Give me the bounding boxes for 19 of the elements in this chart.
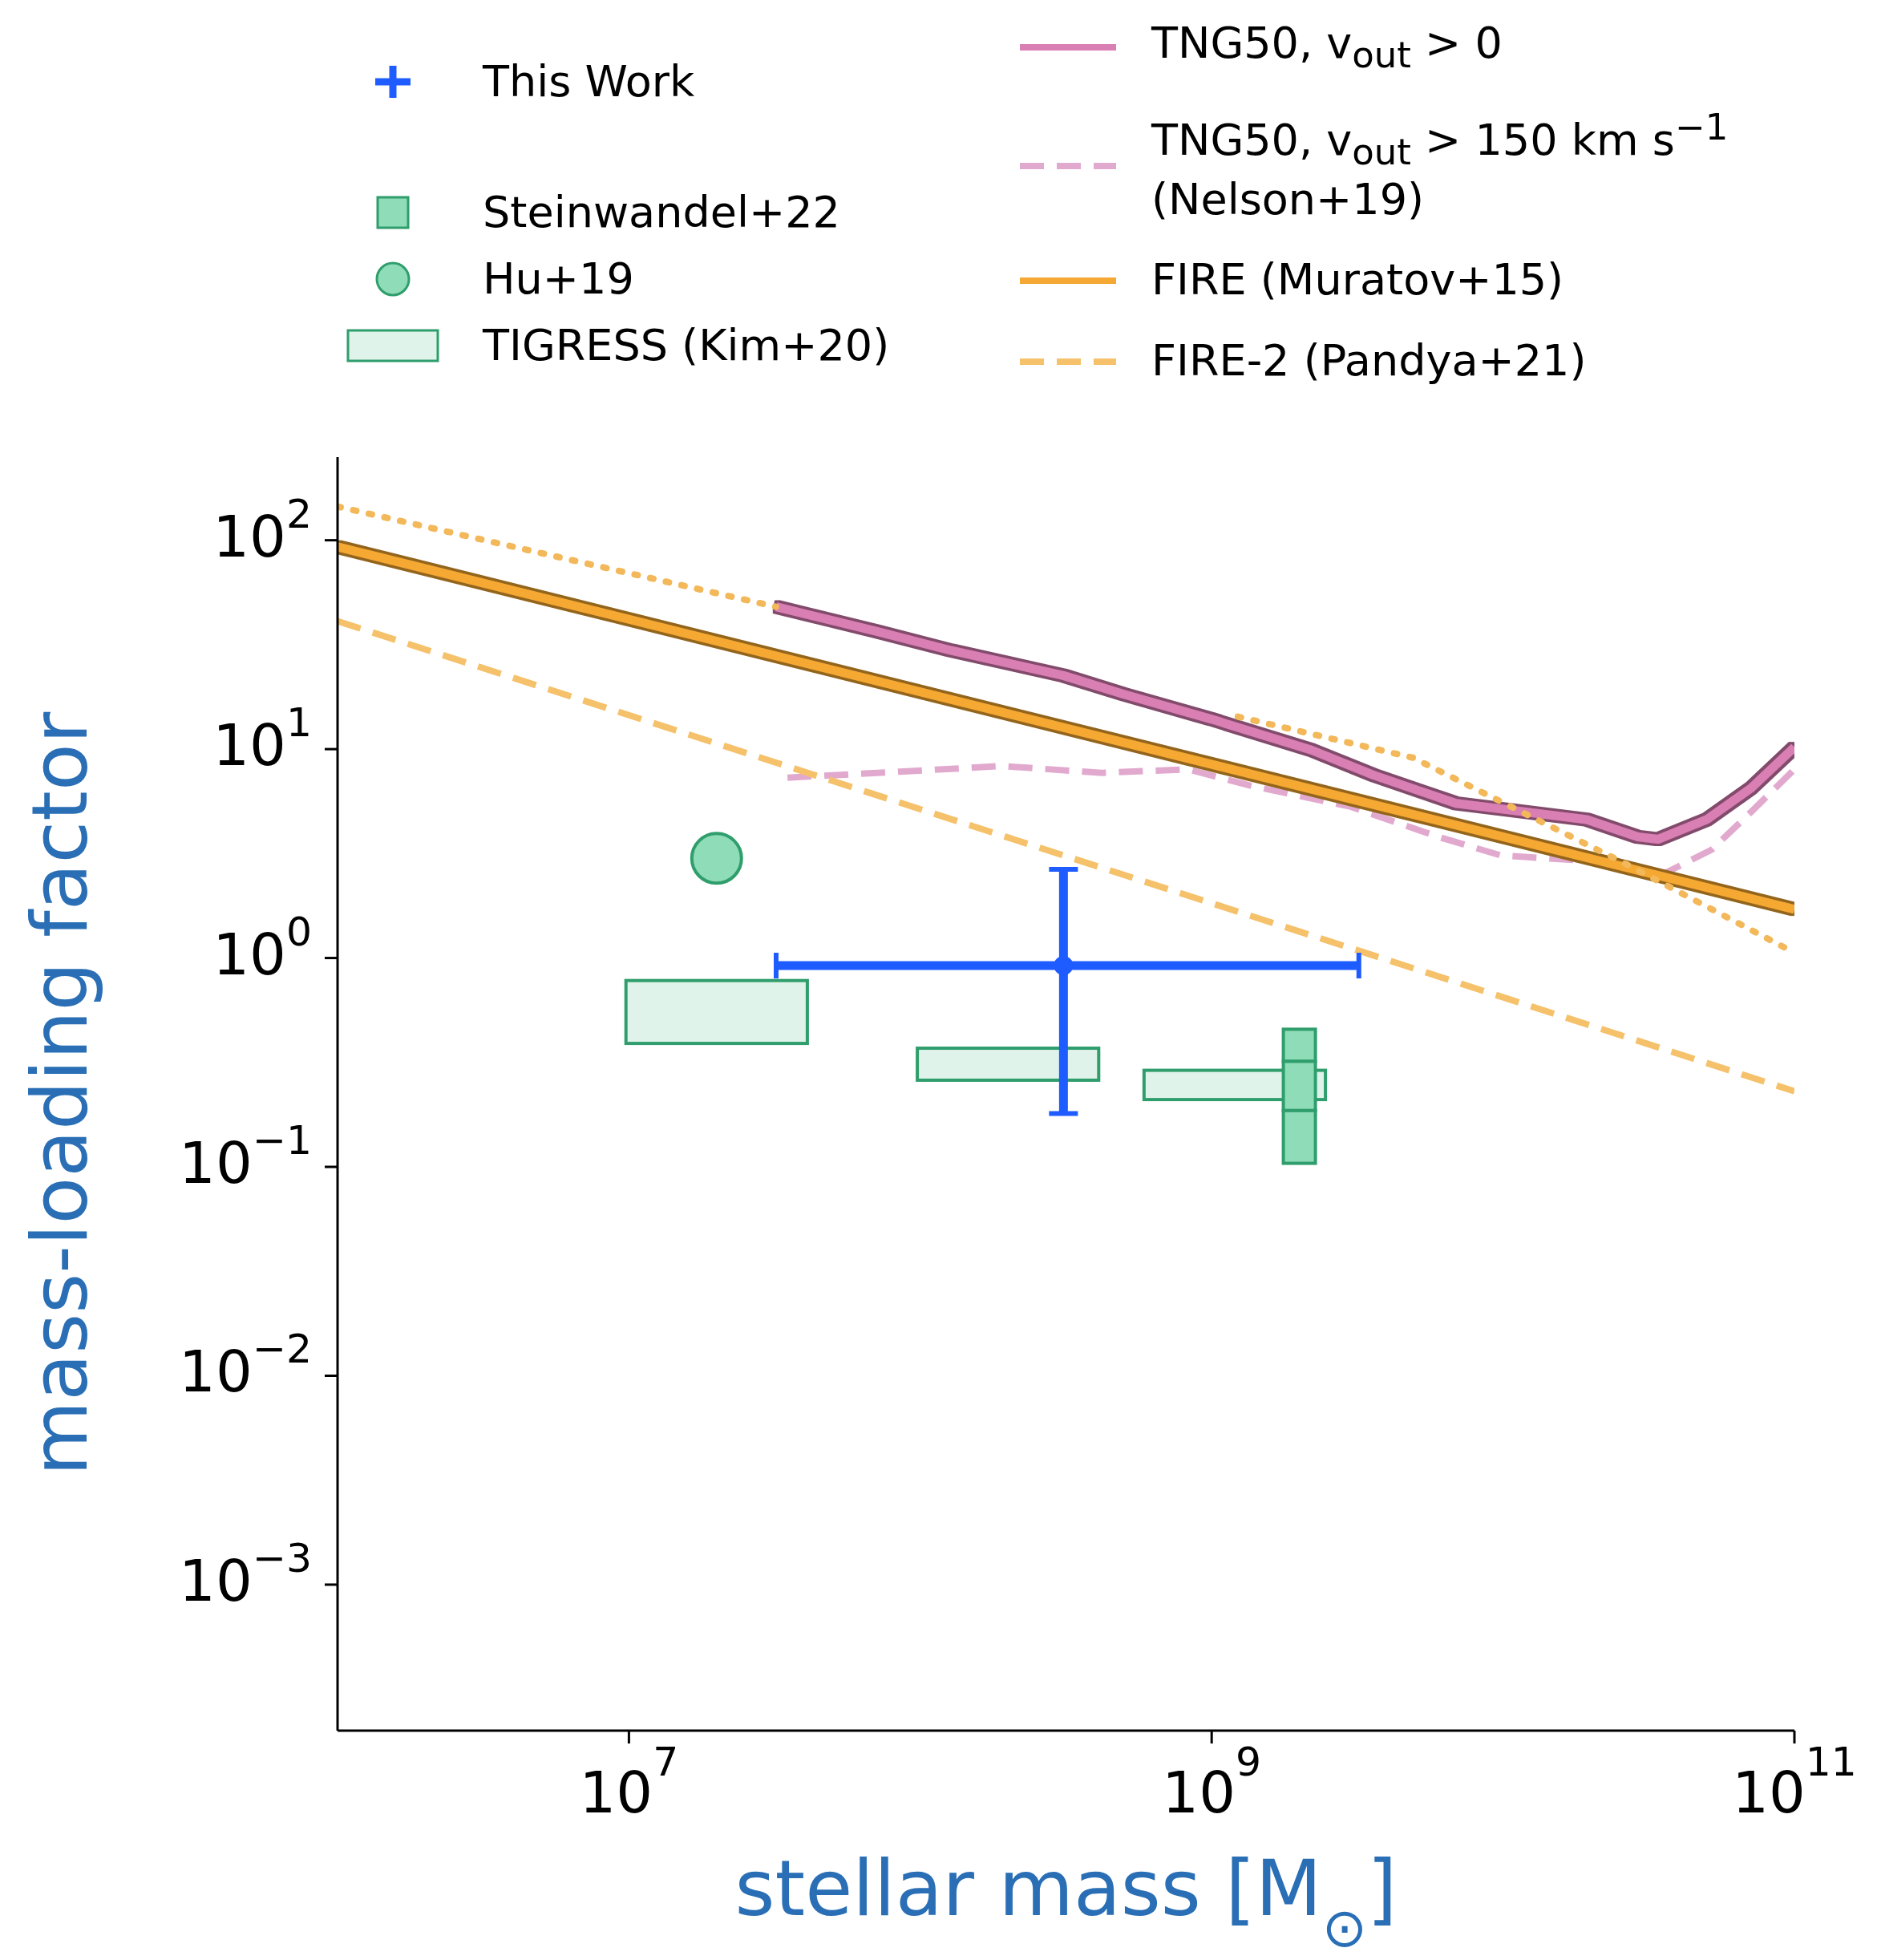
text: TNG50, v$_{out}$ > 150 km s$^{−1}$ (Nelson+19): [1151, 105, 1729, 225]
legend-label: TNG50, v$_{out}$ > 0: [1151, 18, 1503, 77]
x-tick-label: 10$^{9}$: [1162, 1738, 1262, 1826]
legend-label: FIRE (Muratov+15): [1151, 254, 1564, 307]
y-tick-label: 10$^{−3}$: [179, 1533, 312, 1614]
x-tick-label: 10$^{7}$: [579, 1738, 679, 1826]
y-tick-label: 10$^{1}$: [212, 699, 312, 779]
y-tick-label: 10$^{2}$: [212, 489, 312, 570]
y-tick-label: 10$^{−2}$: [179, 1325, 312, 1406]
legend-label: FIRE-2 (Pandya+21): [1151, 335, 1587, 387]
y-tick-label: 10$^{0}$: [212, 907, 312, 988]
legend-label: Hu+19: [483, 253, 634, 304]
x-tick-label: 10$^{11}$: [1732, 1738, 1857, 1826]
y-axis-title: mass-loading factor: [15, 711, 105, 1476]
legend-label: Steinwandel+22: [483, 187, 840, 237]
legend-label: This Work: [483, 56, 695, 107]
x-axis-title: stellar mass [M$_{⊙}$]: [734, 1844, 1398, 1959]
legend-label: TIGRESS (Kim+20): [483, 320, 890, 371]
y-tick-label: 10$^{−1}$: [179, 1116, 312, 1197]
